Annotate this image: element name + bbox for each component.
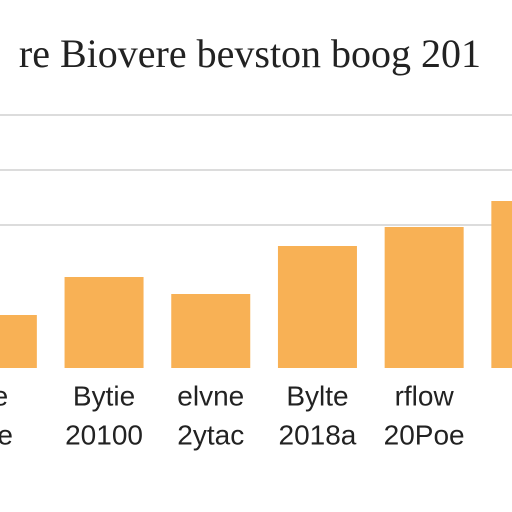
chart-title: re Biovere bevston boog 201: [19, 31, 481, 76]
x-tick-sublabel: 20Poe: [384, 419, 465, 450]
x-tick-sublabel: 2018a: [279, 419, 357, 450]
bar: [64, 277, 144, 368]
x-tick-label: rflow: [395, 380, 455, 411]
bar: [384, 227, 464, 368]
x-tick-label: Bytie: [73, 380, 135, 411]
x-tick-label: elvne: [177, 380, 244, 411]
bar: [277, 246, 357, 368]
bar: [0, 315, 37, 368]
x-tick-label: Bylte: [286, 380, 348, 411]
bar: [491, 201, 512, 368]
x-tick-sublabel: oe: [0, 419, 13, 450]
bar: [171, 294, 251, 368]
x-tick-label: le: [0, 380, 8, 411]
x-tick-sublabel: 20100: [65, 419, 143, 450]
x-tick-sublabel: 2ytac: [177, 419, 244, 450]
